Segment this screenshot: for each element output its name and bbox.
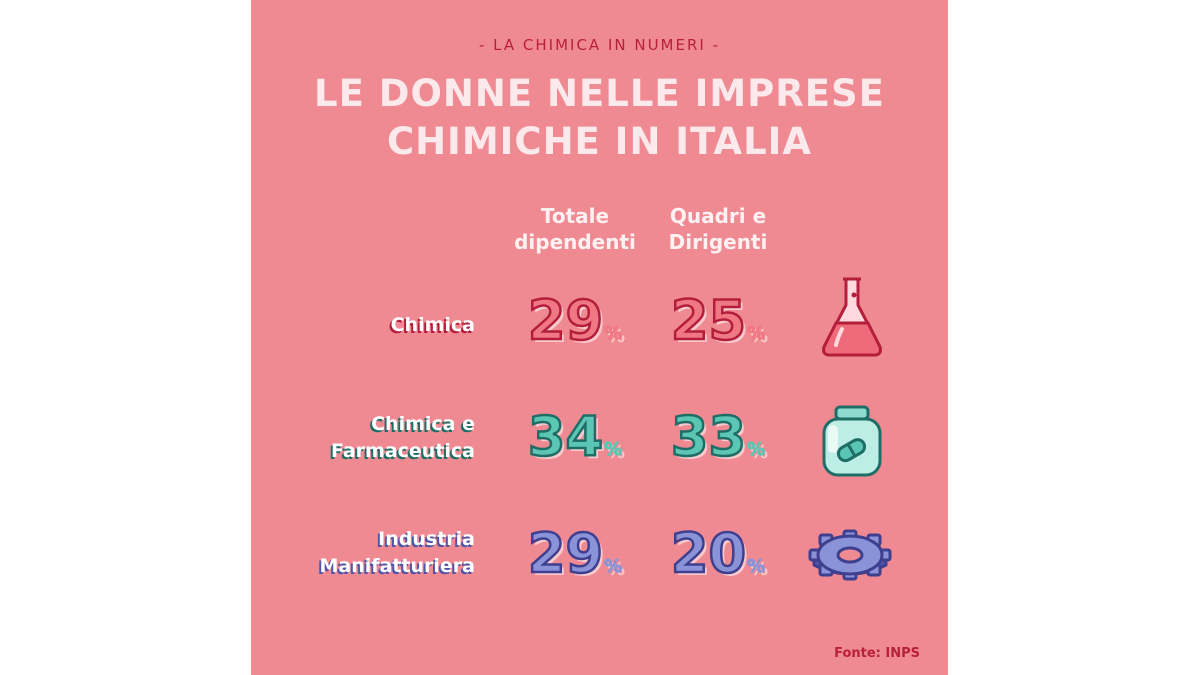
- value-farmaceutica-total: 34%: [500, 405, 650, 480]
- column-header-total-line2: dipendenti: [514, 230, 636, 254]
- row-label-manifatturiera-line1: Industria: [378, 528, 475, 550]
- value-number: 29: [527, 522, 605, 585]
- value-chimica-total: 29%: [500, 289, 650, 364]
- column-header-total-line1: Totale: [540, 204, 610, 228]
- value-number: 25: [670, 289, 748, 352]
- gear-icon: [808, 529, 892, 581]
- pill-jar-icon: [822, 405, 882, 477]
- row-label-farmaceutica: Chimica e Farmaceutica: [275, 411, 475, 465]
- row-label-manifatturiera-line2: Manifatturiera: [319, 555, 475, 577]
- title-line-2: CHIMICHE IN ITALIA: [386, 120, 813, 163]
- row-label-farmaceutica-line1: Chimica e: [371, 413, 475, 435]
- percent-sign: %: [747, 556, 766, 578]
- value-number: 34: [527, 405, 605, 468]
- infographic-panel: - LA CHIMICA IN NUMERI - LE DONNE NELLE …: [251, 0, 948, 675]
- row-label-farmaceutica-line2: Farmaceutica: [330, 440, 475, 462]
- value-manifatturiera-managers: 20%: [643, 522, 793, 597]
- value-farmaceutica-managers: 33%: [643, 405, 793, 480]
- percent-sign: %: [604, 323, 623, 345]
- percent-sign: %: [604, 556, 623, 578]
- row-label-manifatturiera: Industria Manifatturiera: [275, 526, 475, 580]
- value-manifatturiera-total: 29%: [500, 522, 650, 597]
- percent-sign: %: [604, 439, 623, 461]
- percent-sign: %: [747, 439, 766, 461]
- row-label-chimica-line1: Chimica: [390, 314, 475, 336]
- source-note: Fonte: INPS: [834, 646, 920, 661]
- column-header-managers: Quadri e Dirigenti: [643, 203, 793, 255]
- column-header-managers-line1: Quadri e: [669, 204, 767, 228]
- column-header-total: Totale dipendenti: [500, 203, 650, 255]
- value-number: 29: [527, 289, 605, 352]
- column-header-managers-line2: Dirigenti: [668, 230, 768, 254]
- percent-sign: %: [747, 323, 766, 345]
- subtitle: - LA CHIMICA IN NUMERI -: [478, 36, 720, 54]
- value-chimica-managers: 25%: [643, 289, 793, 364]
- value-number: 33: [670, 405, 748, 468]
- title-line-1: LE DONNE NELLE IMPRESE: [314, 72, 885, 115]
- value-number: 20: [670, 522, 748, 585]
- row-label-chimica: Chimica: [275, 312, 475, 339]
- page-title: LE DONNE NELLE IMPRESE CHIMICHE IN ITALI…: [251, 70, 948, 166]
- flask-icon: [822, 277, 882, 357]
